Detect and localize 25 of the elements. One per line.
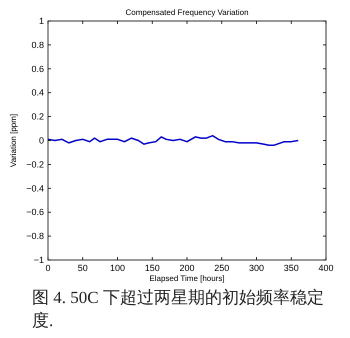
x-tick-label: 350 [284,263,299,273]
x-axis-title: Elapsed Time [hours] [149,274,225,283]
y-tick-label: −0.4 [26,183,44,194]
x-tick-label: 300 [248,263,264,273]
y-tick-label: −0.2 [26,159,44,170]
y-axis-title: Variation [ppm] [9,114,18,168]
chart-title: Compensated Frequency Variation [125,8,249,17]
x-tick-label: 150 [144,263,160,273]
x-tick-label: 400 [318,263,334,273]
x-tick-label: 250 [214,263,230,273]
y-tick-label: 0.8 [31,40,44,50]
y-tick-label: 0 [38,136,44,146]
y-tick-label: 0.6 [31,64,44,74]
line-series [47,134,299,146]
y-tick-label: 1 [38,16,44,26]
y-tick-label: −1 [34,255,44,265]
x-tick-label: 200 [179,263,195,273]
x-tick-label: 100 [110,263,126,273]
y-tick-label: 0.4 [31,88,44,98]
y-tick-label: −0.6 [26,207,44,218]
y-tick-label: −0.8 [26,231,44,242]
caption: 图 4. 50C 下超过两星期的初始频率稳定度. [32,287,325,332]
x-tick-label: 50 [78,263,88,273]
y-tick-label: 0.2 [31,112,44,122]
x-tick-label: 0 [45,263,51,273]
